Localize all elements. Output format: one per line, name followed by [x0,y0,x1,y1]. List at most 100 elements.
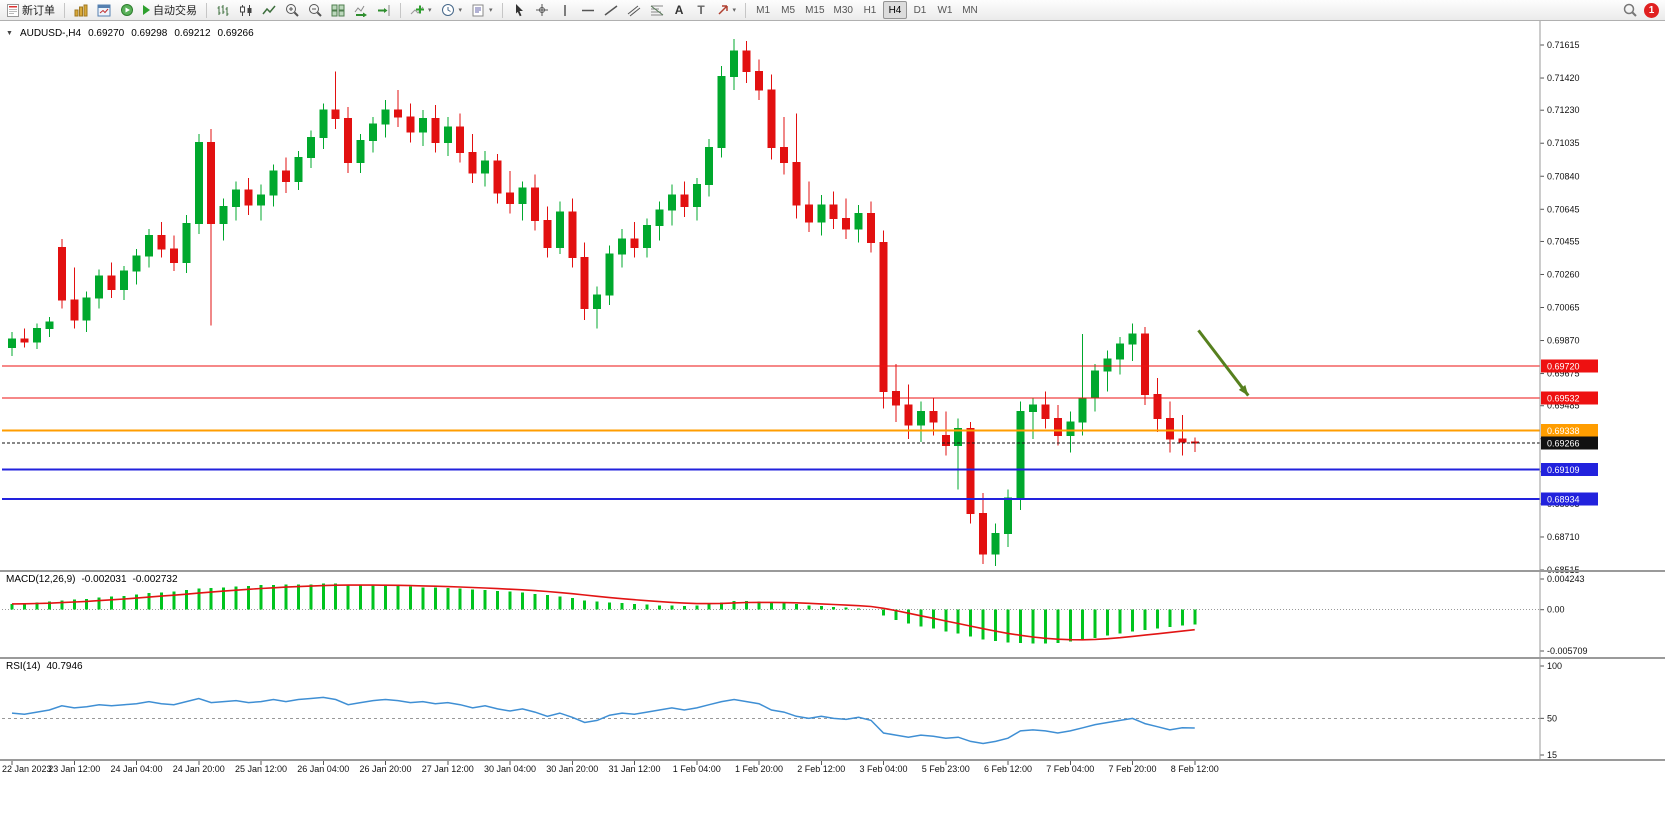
timeframe-button-m1[interactable]: M1 [756,4,771,16]
tile-windows-button[interactable] [327,1,349,19]
chart-window-icon [74,4,88,16]
candle-body [20,338,29,343]
candle-body [120,270,129,291]
bar-chart-button[interactable] [212,1,234,19]
time-axis-label: 1 Feb 20:00 [735,764,783,774]
timeframe-button-m30[interactable]: M30 [833,4,853,16]
candle-body [468,152,477,174]
high-value: 0.69298 [131,28,168,39]
candle-body [630,238,639,248]
time-axis-label: 1 Feb 04:00 [673,764,721,774]
candle-body [680,194,689,208]
rsi-value: 40.7946 [46,661,83,672]
candle-body [95,275,104,299]
dropdown-caret-icon: ▾ [458,7,463,14]
timeframe-button-h4[interactable]: H4 [882,1,907,19]
candle-body [829,204,838,220]
timeframe-button-m15[interactable]: M15 [805,4,825,16]
symbol-period-label: AUDUSD-,H4 [19,28,82,39]
equidistant-channel-button[interactable] [623,1,645,19]
timeframe-toolbar: M1 M5 M15 M30 H1 H4 D1 W1 MN [751,1,982,19]
price-axis-label: 0.70065 [1547,303,1580,313]
macd-signal-value: -0.002732 [132,574,178,585]
templates-button[interactable]: ▾ [467,1,497,19]
candle-body [1053,417,1062,436]
timeframe-button-w1[interactable]: W1 [937,4,953,16]
indicators-button[interactable]: ▾ [406,1,436,19]
new-order-button[interactable]: 新订单 [3,1,59,19]
low-value: 0.69212 [174,28,211,39]
cursor-button[interactable] [508,1,530,19]
dropdown-caret-icon: ▾ [428,7,432,14]
expand-subwindow-icon[interactable]: ▼ [6,30,13,37]
candle-body [1078,397,1087,423]
candle-body [207,141,216,225]
zoom-in-button[interactable] [281,1,303,19]
autotrading-status-button[interactable] [116,1,138,19]
candle-body [717,75,726,148]
autotrading-button[interactable]: 自动交易 [139,1,201,19]
candle-body [45,321,54,330]
auto-scroll-button[interactable] [350,1,372,19]
chart-title: ▼ AUDUSD-,H4 0.69270 0.69298 0.69212 0.6… [6,28,254,39]
search-icon[interactable] [1623,3,1637,17]
candle-body [954,428,963,447]
timeframe-button-m5[interactable]: M5 [781,4,796,16]
trendline-button[interactable] [600,1,622,19]
candle-body [941,434,950,447]
timeframe-button-d1[interactable]: D1 [913,4,927,16]
time-axis-label: 6 Feb 12:00 [984,764,1032,774]
candle-body [132,255,141,272]
candle-body [70,299,79,321]
candle-body [269,170,278,196]
line-chart-button[interactable] [258,1,280,19]
candle-body [82,297,91,321]
vertical-line-icon [563,4,566,16]
market-watch-icon [97,4,111,16]
time-axis-label: 26 Jan 04:00 [297,764,349,774]
chart-window[interactable]: 0.71615 0.71420 0.71230 0.71035 0.70840 0.706… [0,21,1665,831]
candle-body [867,213,876,243]
price-axis-label: 0.69485 [1547,401,1580,411]
candle-body [32,328,41,343]
crosshair-button[interactable] [531,1,553,19]
market-watch-button[interactable] [93,1,115,19]
line-chart-icon [262,5,276,14]
periods-button[interactable]: ▾ [437,1,467,19]
macd-value: -0.002031 [81,574,127,585]
price-axis-label: 0.71615 [1547,40,1580,50]
rsi-axis-label: 15 [1547,750,1557,760]
candle-body [1128,333,1137,345]
notification-badge[interactable]: 1 [1644,2,1659,18]
chart-canvas[interactable]: 0.71615 0.71420 0.71230 0.71035 0.70840 0.706… [0,21,1665,831]
time-axis-label: 24 Jan 20:00 [173,764,225,774]
macd-axis-label: -0.005709 [1547,646,1588,656]
trend-arrow-annotation[interactable] [1197,329,1250,397]
vertical-line-button[interactable] [554,1,576,19]
timeframe-button-mn[interactable]: MN [962,4,978,16]
candles-layer [8,39,1199,566]
candle-body [730,50,739,77]
price-axis-label: 0.68710 [1547,532,1580,542]
price-axis-label: 0.70260 [1547,269,1580,279]
toolbar-separator [400,2,401,18]
candle-body [232,189,241,208]
new-order-label: 新订单 [22,5,55,17]
horizontal-line-button[interactable] [577,1,599,19]
time-axis-label: 7 Feb 04:00 [1046,764,1094,774]
candle-body [518,187,527,204]
macd-name: MACD(12,26,9) [6,574,76,585]
zoom-out-button[interactable] [304,1,326,19]
price-axis-label: 0.70645 [1547,204,1580,214]
candlestick-chart-button[interactable] [235,1,257,19]
arrows-button[interactable]: ▾ [713,1,741,19]
text-button[interactable]: A [669,1,690,19]
autotrading-label: 自动交易 [153,5,197,17]
dropdown-caret-icon: ▾ [489,7,493,14]
fibonacci-button[interactable] [646,1,668,19]
timeframe-button-h1[interactable]: H1 [863,4,877,16]
chart-window-button[interactable] [70,1,92,19]
text-label-button[interactable]: T [691,1,712,19]
chart-shift-button[interactable] [373,1,395,19]
